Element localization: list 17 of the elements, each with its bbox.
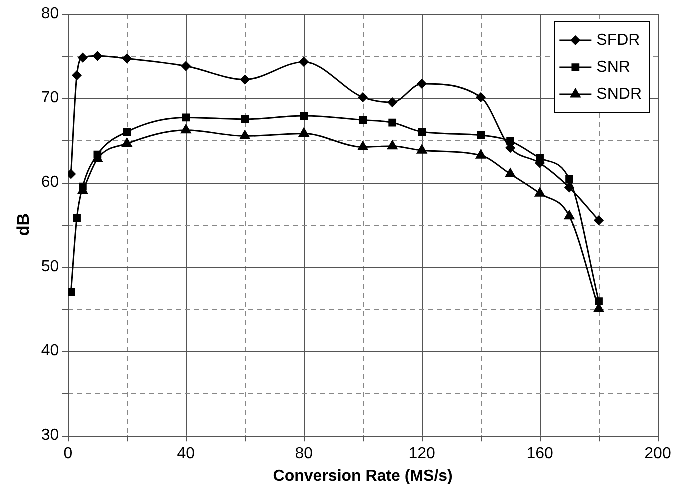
- y-tick-label: 80: [41, 5, 60, 22]
- legend-label: SNDR: [596, 86, 642, 103]
- x-tick-label: 80: [295, 446, 314, 463]
- y-tick-label: 30: [41, 427, 60, 444]
- y-axis-title: dB: [14, 213, 33, 236]
- y-tick-label: 60: [41, 174, 60, 192]
- x-tick-label: 200: [644, 446, 672, 463]
- x-tick-label: 120: [408, 446, 436, 463]
- x-tick-label: 160: [526, 446, 554, 463]
- y-tick-label: 70: [41, 90, 60, 107]
- y-tick-label: 40: [41, 342, 60, 360]
- x-tick-label: 40: [177, 446, 196, 463]
- x-tick-label: 0: [64, 446, 73, 463]
- legend-label: SNR: [596, 58, 630, 76]
- x-axis-title: Conversion Rate (MS/s): [273, 468, 453, 485]
- legend-label: SFDR: [596, 32, 640, 49]
- y-tick-label: 50: [41, 258, 60, 276]
